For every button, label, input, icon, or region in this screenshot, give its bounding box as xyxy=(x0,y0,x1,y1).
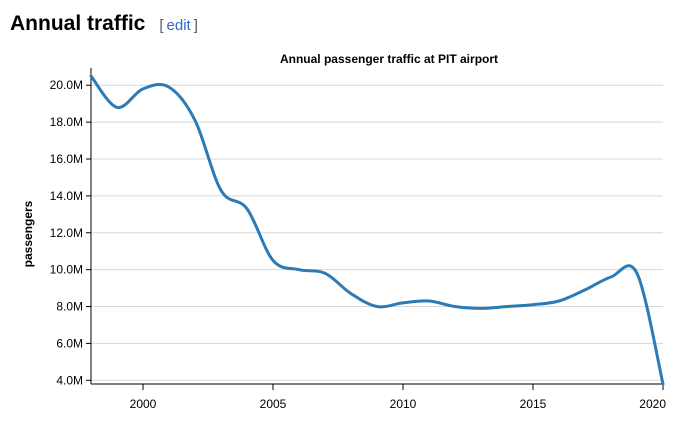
data-point xyxy=(454,305,457,308)
y-tick-label: 6.0M xyxy=(56,336,83,350)
data-point xyxy=(142,87,145,90)
y-tick-label: 16.0M xyxy=(50,152,83,166)
data-point xyxy=(532,303,535,306)
x-tick-label: 2015 xyxy=(520,397,547,411)
data-point xyxy=(584,288,587,291)
data-point xyxy=(636,272,639,275)
data-point xyxy=(558,300,561,303)
x-tick-label: 2000 xyxy=(130,397,157,411)
data-point xyxy=(428,300,431,303)
series-line-passengers xyxy=(89,74,665,386)
y-tick-label: 18.0M xyxy=(50,115,83,129)
x-tick-label: 2020 xyxy=(639,397,666,411)
axes xyxy=(86,68,664,390)
x-tick-label: 2010 xyxy=(390,397,417,411)
y-tick-label: 20.0M xyxy=(50,78,83,92)
y-tick-label: 12.0M xyxy=(50,226,83,240)
section-title: Annual traffic xyxy=(10,12,146,35)
y-tick-label: 8.0M xyxy=(56,300,83,314)
x-tick-label: 2005 xyxy=(260,397,287,411)
edit-bracket-open: [ xyxy=(159,17,164,34)
y-tick-label: 10.0M xyxy=(50,263,83,277)
data-point xyxy=(168,86,171,89)
edit-link[interactable]: edit xyxy=(166,17,191,34)
data-point xyxy=(480,307,483,310)
edit-bracket-close: ] xyxy=(193,17,198,34)
section-header: Annual traffic [edit] xyxy=(10,12,198,36)
y-tick-labels: 4.0M 6.0M 8.0M 10.0M 12.0M 14.0M 16.0M 18.0M 20.… xyxy=(50,78,83,387)
edit-section: [edit] xyxy=(159,17,198,34)
data-point xyxy=(610,276,613,279)
data-point xyxy=(402,301,405,304)
x-tick-labels: 2000 2005 2010 2015 2020 xyxy=(130,397,667,411)
data-point xyxy=(220,189,223,192)
data-point xyxy=(350,292,353,295)
data-point xyxy=(272,259,275,262)
data-point xyxy=(506,305,509,308)
data-point xyxy=(90,75,93,78)
passenger-traffic-chart: Annual passenger traffic at PIT airport … xyxy=(21,52,667,411)
chart-container: Annual passenger traffic at PIT airport … xyxy=(0,40,698,420)
grid-lines xyxy=(91,84,663,381)
data-point xyxy=(324,272,327,275)
data-point xyxy=(298,268,301,271)
data-point xyxy=(662,383,665,386)
data-point xyxy=(194,119,197,122)
y-tick-label: 14.0M xyxy=(50,189,83,203)
chart-title: Annual passenger traffic at PIT airport xyxy=(280,52,498,66)
y-tick-label: 4.0M xyxy=(56,373,83,387)
data-point xyxy=(116,106,119,109)
data-point xyxy=(376,305,379,308)
data-series xyxy=(89,74,665,386)
y-axis-label: passengers xyxy=(21,200,35,267)
data-point xyxy=(246,207,249,210)
